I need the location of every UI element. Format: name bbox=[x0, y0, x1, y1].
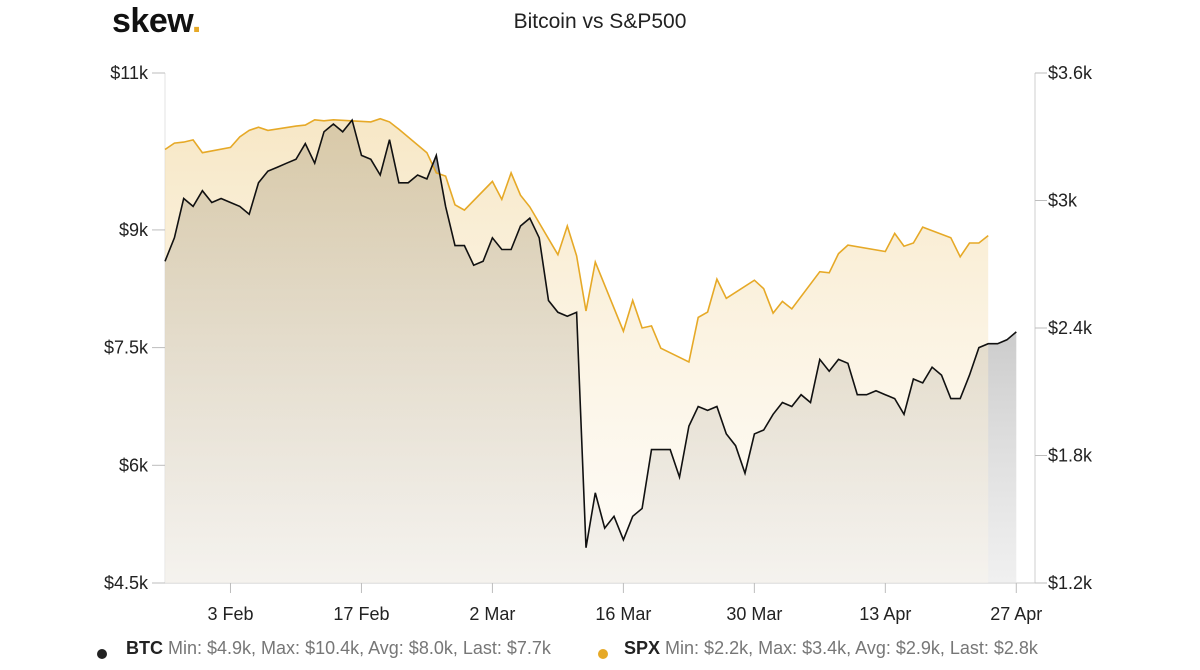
spx-legend-item[interactable]: SPX Min: $2.2k, Max: $3.4k, Avg: $2.9k, … bbox=[624, 638, 1038, 659]
legend: BTC Min: $4.9k, Max: $10.4k, Avg: $8.0k,… bbox=[0, 638, 1200, 666]
skew-logo: skew. bbox=[112, 2, 201, 41]
btc-legend-item[interactable]: BTC Min: $4.9k, Max: $10.4k, Avg: $8.0k,… bbox=[126, 638, 551, 659]
chart-title: Bitcoin vs S&P500 bbox=[513, 10, 687, 33]
right-tick-label: $1.2k bbox=[1048, 573, 1093, 593]
right-tick-label: $2.4k bbox=[1048, 318, 1093, 338]
brand-dot: . bbox=[191, 2, 201, 40]
btc-legend-stats: Min: $4.9k, Max: $10.4k, Avg: $8.0k, Las… bbox=[168, 638, 551, 658]
right-tick-label: $3k bbox=[1048, 191, 1078, 211]
spx-area bbox=[165, 118, 989, 583]
right-tick-label: $3.6k bbox=[1048, 63, 1093, 83]
x-tick-label: 13 Apr bbox=[859, 604, 911, 624]
brand-name: skew bbox=[112, 2, 192, 40]
left-tick-label: $11k bbox=[110, 63, 149, 83]
x-tick-label: 16 Mar bbox=[595, 604, 651, 624]
spx-legend-dot bbox=[598, 649, 608, 659]
x-tick-label: 27 Apr bbox=[990, 604, 1042, 624]
spx-legend-stats: Min: $2.2k, Max: $3.4k, Avg: $2.9k, Last… bbox=[665, 638, 1038, 658]
x-tick-label: 30 Mar bbox=[726, 604, 782, 624]
x-tick-label: 17 Feb bbox=[333, 604, 389, 624]
right-tick-label: $1.8k bbox=[1048, 446, 1093, 466]
btc-legend-dot bbox=[97, 649, 107, 659]
spx-legend-name: SPX bbox=[624, 638, 661, 658]
spx-line bbox=[164, 117, 989, 364]
chart-canvas: $4.5k $6k $7.5k $9k $11k $1.2k $1.8k $2.4k $3k $3… bbox=[104, 63, 1093, 624]
series-layer bbox=[164, 117, 1017, 583]
x-tick-label: 3 Feb bbox=[207, 604, 253, 624]
btc-line bbox=[164, 118, 1017, 548]
left-tick-label: $6k bbox=[119, 455, 149, 475]
btc-legend-name: BTC bbox=[126, 638, 163, 658]
left-tick-label: $4.5k bbox=[104, 573, 149, 593]
left-tick-label: $9k bbox=[119, 220, 149, 240]
left-tick-label: $7.5k bbox=[104, 338, 149, 358]
x-tick-label: 2 Mar bbox=[469, 604, 515, 624]
